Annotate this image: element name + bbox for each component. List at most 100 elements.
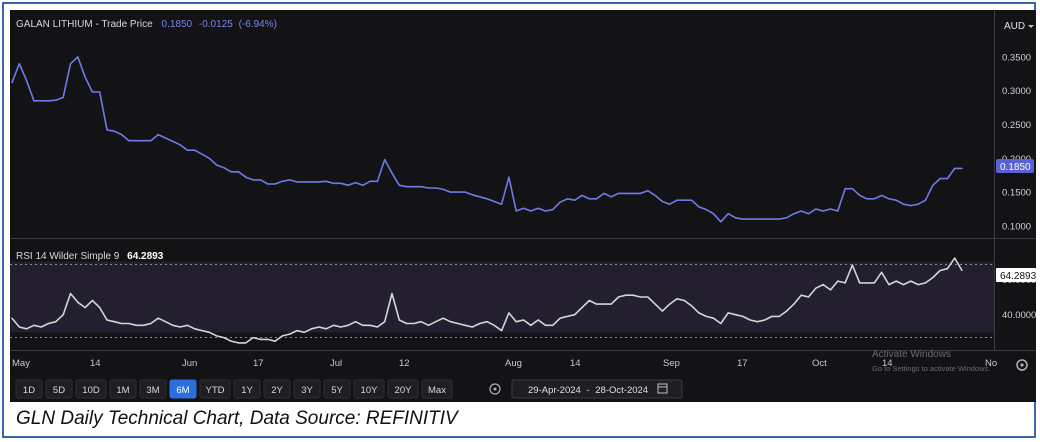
rsi-last-badge (996, 268, 1036, 282)
gear-icon-center (1020, 363, 1024, 367)
axis-settings-button[interactable] (1016, 359, 1028, 371)
price-point (376, 180, 378, 182)
xtick-label: Jun (182, 358, 197, 369)
range-button-bg (323, 379, 351, 399)
date-from: 29-Apr-2024 (528, 385, 581, 396)
rsi-point (596, 303, 598, 305)
rsi-point (267, 338, 269, 340)
price-point (281, 180, 283, 182)
range-button-label: YTD (206, 385, 225, 396)
date-range-picker[interactable]: 29-Apr-2024 - 28-Oct-2024 (511, 379, 683, 399)
rsi-point (588, 299, 590, 302)
rsi-point (610, 303, 612, 305)
rsi-point (223, 337, 225, 339)
currency-dropdown[interactable]: AUD (1004, 21, 1034, 32)
price-point (150, 140, 152, 142)
rsi-last-badge-label: 64.2893 (1000, 271, 1036, 282)
price-point (420, 186, 422, 188)
price-point (325, 180, 327, 182)
xtick-label: Jul (330, 358, 342, 369)
range-button-6m[interactable]: 6M (169, 379, 197, 399)
range-button-20y[interactable]: 20Y (387, 379, 419, 399)
range-button-1m[interactable]: 1M (109, 379, 137, 399)
rsi-point (771, 315, 773, 317)
price-point (654, 194, 656, 196)
gear-icon (1016, 359, 1028, 371)
figure-caption: GLN Daily Technical Chart, Data Source: … (16, 408, 458, 429)
price-point (939, 178, 941, 180)
price-point (895, 199, 897, 201)
rsi-point (932, 277, 934, 279)
price-point (362, 184, 364, 186)
rsi-point (647, 296, 649, 298)
rsi-point (910, 280, 912, 282)
rsi-point (252, 337, 254, 339)
price-point (406, 186, 408, 188)
price-point (113, 130, 115, 132)
range-button-1d[interactable]: 1D (15, 379, 43, 399)
xtick-label: Oct (812, 358, 827, 369)
range-button-5y[interactable]: 5Y (323, 379, 351, 399)
rsi-point (464, 324, 466, 326)
price-point (252, 179, 254, 181)
price-point (237, 171, 240, 173)
price-point (756, 218, 759, 220)
rsi-point (756, 321, 759, 323)
price-point (946, 178, 949, 180)
range-button-label: 10D (82, 385, 100, 396)
rsi-point (157, 317, 159, 319)
rsi-point (47, 322, 50, 325)
range-button-label: 2Y (271, 385, 283, 396)
xtick-label: 14 (882, 358, 893, 369)
custom-range-button[interactable] (489, 383, 501, 395)
range-button-3y[interactable]: 3Y (293, 379, 321, 399)
range-button-10d[interactable]: 10D (75, 379, 107, 399)
rsi-point (552, 324, 554, 326)
price-point (384, 159, 386, 161)
price-point (33, 100, 35, 102)
price-point (142, 140, 145, 142)
rsi-point (91, 299, 93, 302)
rsi-point (764, 319, 766, 321)
rsi-point (676, 298, 678, 300)
rsi-point (142, 324, 145, 326)
range-button-2y[interactable]: 2Y (263, 379, 291, 399)
activate-windows-subtitle: Go to Settings to activate Windows. (872, 364, 990, 373)
price-point (596, 198, 598, 200)
range-button-10y[interactable]: 10Y (353, 379, 385, 399)
rsi-point (902, 284, 905, 286)
range-button-ytd[interactable]: YTD (199, 379, 231, 399)
range-button-5d[interactable]: 5D (45, 379, 73, 399)
price-point (230, 171, 232, 173)
rsi-point (435, 321, 437, 323)
rsi-point (384, 321, 386, 323)
range-button-label: Max (428, 385, 446, 396)
price-point (186, 149, 188, 151)
price-point (661, 200, 664, 203)
rsi-point (77, 301, 79, 303)
price-point (179, 144, 181, 146)
price-point (530, 210, 532, 212)
rsi-point (376, 326, 378, 328)
rsi-point (172, 324, 174, 326)
rsi-point (201, 330, 203, 332)
range-button-bg (199, 379, 231, 399)
range-button-1y[interactable]: 1Y (233, 379, 261, 399)
date-range-text: 29-Apr-2024 - 28-Oct-2024 (528, 385, 648, 396)
instrument-title: GALAN LITHIUM - Trade Price 0.1850 -0.01… (16, 19, 277, 30)
price-point (157, 134, 159, 136)
price-point (537, 207, 539, 209)
range-button-3m[interactable]: 3M (139, 379, 167, 399)
price-point (778, 218, 780, 220)
range-button-max[interactable]: Max (421, 379, 453, 399)
rsi-point (281, 335, 283, 337)
rsi-point (793, 303, 795, 305)
rsi-point (406, 322, 408, 325)
price-point (340, 182, 342, 184)
date-to: 28-Oct-2024 (595, 385, 648, 396)
rsi-point (829, 289, 832, 291)
price-point (194, 149, 196, 151)
price-point (932, 184, 934, 186)
rsi-point (128, 322, 130, 325)
title-separator: - (93, 19, 102, 30)
